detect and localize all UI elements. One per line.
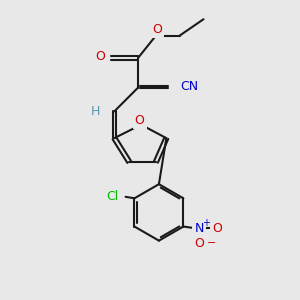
Text: Cl: Cl [106, 190, 118, 203]
Text: O: O [213, 221, 223, 235]
Text: CN: CN [180, 80, 198, 93]
Text: O: O [135, 114, 145, 127]
Text: +: + [202, 218, 210, 228]
Text: N: N [194, 221, 204, 235]
Text: O: O [194, 237, 204, 250]
Text: H: H [90, 105, 100, 118]
Text: O: O [152, 23, 162, 36]
Text: −: − [207, 238, 216, 248]
Text: O: O [95, 50, 105, 63]
